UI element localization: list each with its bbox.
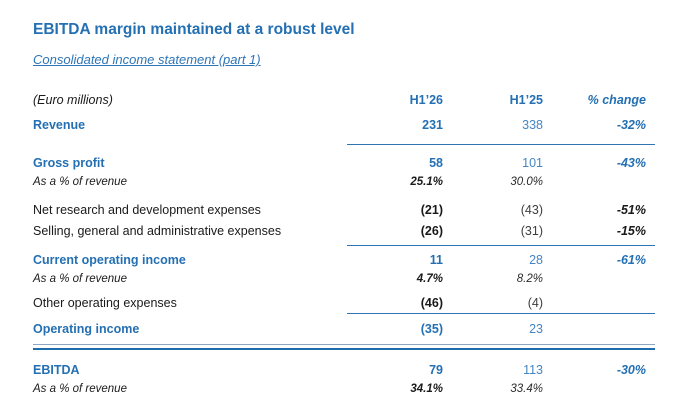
table-row-gross-profit: Gross profit 58 101 -43%	[33, 156, 655, 171]
value-h1-26: 11	[429, 253, 443, 267]
table-row-revenue: Revenue 231 338 -32%	[33, 118, 655, 133]
row-label: As a % of revenue	[33, 383, 127, 395]
value-h1-25: 113	[523, 363, 543, 377]
row-label: Gross profit	[33, 156, 105, 170]
value-pct-change: -61%	[616, 253, 646, 267]
double-separator-rule	[33, 344, 655, 350]
value-h1-26: (46)	[420, 296, 443, 310]
value-h1-25: 33.4%	[510, 383, 543, 395]
table-row-current-operating-income: Current operating income 11 28 -61%	[33, 253, 655, 268]
separator-rule	[347, 313, 655, 314]
table-row-ebitda: EBITDA 79 113 -30%	[33, 363, 655, 378]
table-row-other-operating-expenses: Other operating expenses (46) (4)	[33, 296, 655, 311]
table-row-ebitda-margin: As a % of revenue 34.1% 33.4%	[33, 382, 655, 397]
row-label: Net research and development expenses	[33, 203, 261, 217]
value-h1-25: 23	[529, 322, 543, 336]
page-title: EBITDA margin maintained at a robust lev…	[33, 21, 355, 38]
table-row-coi-margin: As a % of revenue 4.7% 8.2%	[33, 272, 655, 287]
value-h1-26: 79	[429, 363, 443, 377]
table-row-gross-margin: As a % of revenue 25.1% 30.0%	[33, 175, 655, 190]
value-h1-26: 231	[422, 118, 443, 132]
row-label: Current operating income	[33, 253, 186, 267]
column-header-pct-change: % change	[587, 93, 646, 107]
value-pct-change: -15%	[616, 224, 646, 238]
value-h1-25: (4)	[527, 296, 543, 310]
separator-rule	[347, 245, 655, 246]
value-h1-26: (21)	[420, 203, 443, 217]
value-h1-25: (31)	[520, 224, 543, 238]
value-h1-25: 28	[529, 253, 543, 267]
subtitle: Consolidated income statement (part 1)	[33, 52, 261, 67]
row-label: Revenue	[33, 118, 86, 132]
table-row-sga-expenses: Selling, general and administrative expe…	[33, 224, 655, 239]
value-pct-change: -32%	[616, 118, 646, 132]
table-row-operating-income: Operating income (35) 23	[33, 322, 655, 337]
row-label: Other operating expenses	[33, 296, 177, 310]
value-h1-26: 58	[429, 156, 443, 170]
value-h1-25: 8.2%	[516, 273, 543, 285]
value-pct-change: -51%	[616, 203, 646, 217]
value-h1-25: 338	[522, 118, 543, 132]
row-label: As a % of revenue	[33, 273, 127, 285]
table-header-row: (Euro millions) H1’26 H1’25 % change	[33, 93, 655, 108]
value-pct-change: -43%	[616, 156, 646, 170]
value-h1-25: 30.0%	[510, 176, 543, 188]
value-h1-26: (26)	[420, 224, 443, 238]
value-h1-26: 4.7%	[416, 273, 443, 285]
value-h1-25: 101	[522, 156, 543, 170]
separator-rule	[347, 144, 655, 145]
row-label: As a % of revenue	[33, 176, 127, 188]
value-h1-26: 34.1%	[410, 383, 443, 395]
value-h1-26: (35)	[420, 322, 443, 336]
table-row-rnd-expenses: Net research and development expenses (2…	[33, 203, 655, 218]
value-h1-26: 25.1%	[410, 176, 443, 188]
column-header-h1-25: H1’25	[509, 93, 543, 107]
row-label: EBITDA	[33, 363, 80, 377]
unit-label: (Euro millions)	[33, 93, 113, 107]
value-h1-25: (43)	[520, 203, 543, 217]
column-header-h1-26: H1’26	[409, 93, 443, 107]
row-label: Operating income	[33, 322, 140, 336]
value-pct-change: -30%	[616, 363, 646, 377]
row-label: Selling, general and administrative expe…	[33, 224, 282, 238]
